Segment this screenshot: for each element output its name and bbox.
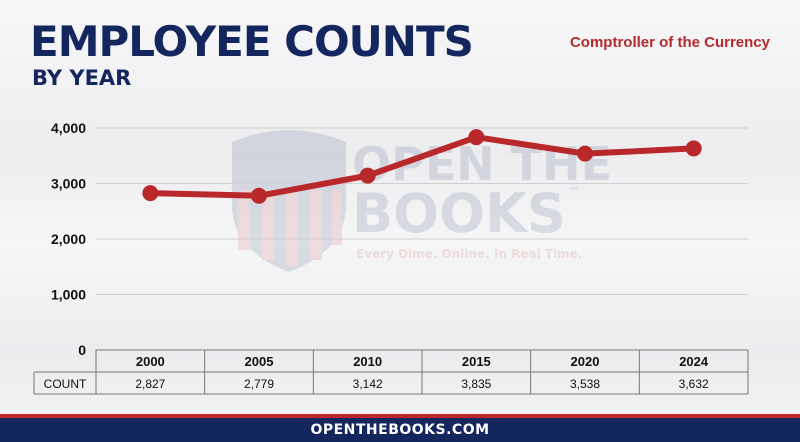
series-line <box>147 134 697 199</box>
y-tick-label: 0 <box>78 342 86 358</box>
x-tick-label: 2010 <box>353 354 382 369</box>
data-label: 2,827 <box>135 377 165 391</box>
footer-bar: OPENTHEBOOKS.COM <box>0 418 800 442</box>
y-tick-label: 4,000 <box>51 120 86 136</box>
watermark-tagline: Every Dime. Online. In Real Time. <box>356 247 582 261</box>
data-point <box>468 129 485 146</box>
y-axis: 0 1,000 2,000 3,000 4,000 <box>51 120 86 358</box>
chart-title: EMPLOYEE COUNTS <box>30 17 474 66</box>
data-label: 3,632 <box>679 377 709 391</box>
data-point <box>251 187 267 204</box>
data-point <box>685 140 702 157</box>
watermark: OPEN THE BOOKS ™ Every Dime. Online. In … <box>232 130 612 272</box>
data-point <box>142 185 159 202</box>
data-table: COUNT 2000 2,827 2005 2,779 2010 3,142 2015 3,83… <box>33 349 749 395</box>
y-tick-label: 2,000 <box>51 231 86 247</box>
x-tick-label: 2005 <box>245 354 274 369</box>
x-tick-label: 2024 <box>679 354 709 369</box>
shield-icon <box>232 130 346 272</box>
data-point <box>577 145 593 162</box>
data-label: 3,142 <box>353 377 383 391</box>
watermark-line2: BOOKS <box>352 182 566 245</box>
shield-stripes-icon <box>238 190 342 266</box>
x-tick-label: 2020 <box>571 354 600 369</box>
footer-link[interactable]: OPENTHEBOOKS.COM <box>310 422 490 438</box>
series-count <box>142 129 702 204</box>
data-label: 2,779 <box>244 377 274 391</box>
data-point <box>359 167 376 184</box>
data-label: 3,538 <box>570 377 600 391</box>
y-tick-label: 3,000 <box>51 176 86 192</box>
table-row-label: COUNT <box>44 377 87 391</box>
chart-subtitle: BY YEAR <box>32 66 132 90</box>
x-tick-label: 2000 <box>136 354 165 369</box>
employee-count-chart: OPEN THE BOOKS ™ Every Dime. Online. In … <box>33 120 749 395</box>
x-tick-label: 2015 <box>462 354 491 369</box>
y-tick-label: 1,000 <box>51 287 86 303</box>
footer-accent-bar <box>0 414 800 418</box>
watermark-tm: ™ <box>568 185 580 199</box>
grid-lines <box>96 127 748 295</box>
data-label: 3,835 <box>461 377 491 391</box>
agency-label: Comptroller of the Currency <box>569 34 770 51</box>
